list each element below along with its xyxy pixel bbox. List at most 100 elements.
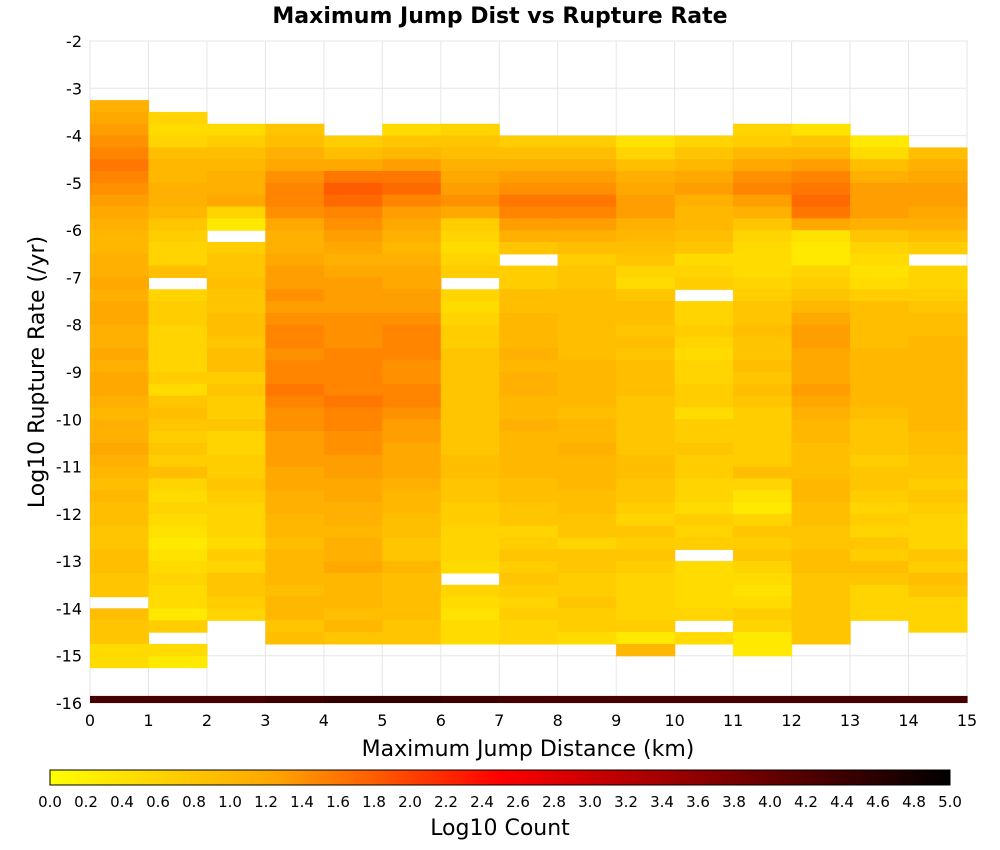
heatmap-cell: [206, 695, 266, 703]
heatmap-cell: [733, 584, 793, 598]
heatmap-cell: [499, 407, 559, 420]
heatmap-cell: [148, 324, 208, 338]
heatmap-cell: [265, 490, 325, 503]
heatmap-cell: [674, 608, 734, 621]
heatmap-cell: [791, 360, 851, 373]
heatmap-cell: [440, 123, 500, 137]
x-axis-ticks: 0 1 2 3 4 5 6 7 8 9 10 11 12 13 14 15: [85, 711, 977, 730]
heatmap-cell: [323, 442, 383, 456]
heatmap-cell: [265, 572, 325, 586]
x-tick-label: 11: [723, 711, 743, 730]
heatmap-cell: [90, 442, 150, 456]
heatmap-cell: [908, 230, 968, 243]
heatmap-cell: [382, 478, 442, 491]
x-tick-label: 0: [85, 711, 95, 730]
heatmap-cell: [850, 182, 910, 196]
heatmap-cell: [440, 194, 500, 208]
heatmap-cell: [265, 312, 325, 326]
heatmap-cell: [382, 549, 442, 562]
heatmap-cell: [616, 419, 676, 432]
heatmap-cell: [90, 253, 150, 267]
heatmap-cell: [908, 277, 968, 290]
heatmap-cell: [557, 360, 617, 373]
heatmap-cell: [499, 608, 559, 621]
heatmap-cell: [382, 695, 442, 703]
heatmap-cell: [499, 230, 559, 243]
colorbar-tick-label: 0.2: [74, 793, 98, 811]
heatmap-cell: [557, 525, 617, 539]
colorbar-tick-label: 0.8: [182, 793, 206, 811]
heatmap-cell: [499, 490, 559, 503]
heatmap-cell: [382, 608, 442, 621]
heatmap-cell: [323, 502, 383, 515]
heatmap-cell: [323, 525, 383, 539]
heatmap-cell: [265, 301, 325, 314]
heatmap-cell: [557, 230, 617, 243]
heatmap-cell: [206, 537, 266, 550]
heatmap-cell: [557, 502, 617, 515]
heatmap-cell: [265, 620, 325, 633]
heatmap-cell: [850, 372, 910, 385]
heatmap-cell: [440, 561, 500, 574]
heatmap-cell: [674, 277, 734, 290]
heatmap-cell: [206, 561, 266, 574]
heatmap-cell: [557, 206, 617, 219]
y-tick-label: -2: [66, 32, 82, 51]
heatmap-cell: [265, 537, 325, 550]
heatmap-cell: [206, 123, 266, 137]
heatmap-cell: [908, 336, 968, 349]
heatmap-cell: [323, 312, 383, 326]
heatmap-cell: [791, 135, 851, 148]
heatmap-cell: [674, 537, 734, 550]
heatmap-cell: [440, 695, 500, 703]
heatmap-cell: [148, 395, 208, 409]
heatmap-cell: [90, 206, 150, 219]
heatmap-cell: [323, 513, 383, 527]
heatmap-cell: [265, 194, 325, 208]
y-tick-label: -10: [56, 410, 82, 429]
colorbar-tick-label: 0.0: [38, 793, 62, 811]
heatmap-cell: [148, 549, 208, 562]
heatmap-cell: [850, 135, 910, 148]
heatmap-cell: [206, 336, 266, 349]
heatmap-cell: [499, 159, 559, 172]
heatmap-cell: [206, 360, 266, 373]
heatmap-cell: [206, 419, 266, 432]
x-tick-label: 5: [377, 711, 387, 730]
heatmap-cell: [791, 194, 851, 208]
heatmap-cell: [557, 301, 617, 314]
heatmap-cell: [90, 241, 150, 255]
heatmap-cell: [206, 372, 266, 385]
heatmap-cell: [265, 348, 325, 361]
heatmap-cell: [791, 348, 851, 361]
heatmap-cell: [206, 608, 266, 621]
heatmap-cell: [440, 513, 500, 527]
heatmap-cell: [382, 383, 442, 397]
heatmap-cell: [265, 159, 325, 172]
heatmap-cell: [908, 608, 968, 621]
heatmap-cell: [382, 336, 442, 349]
heatmap-cell: [908, 407, 968, 420]
heatmap-cell: [791, 513, 851, 527]
x-tick-label: 10: [664, 711, 684, 730]
heatmap-cell: [323, 372, 383, 385]
heatmap-cell: [440, 360, 500, 373]
heatmap-cell: [382, 561, 442, 574]
heatmap-cell: [499, 301, 559, 314]
heatmap-cell: [616, 301, 676, 314]
heatmap-cell: [440, 230, 500, 243]
colorbar-tick-label: 1.8: [362, 793, 386, 811]
heatmap-cell: [148, 478, 208, 491]
heatmap-cell: [908, 513, 968, 527]
heatmap-cell: [908, 324, 968, 338]
heatmap-cell: [148, 383, 208, 397]
heatmap-cell: [733, 324, 793, 338]
heatmap-cell: [557, 372, 617, 385]
heatmap-cell: [323, 171, 383, 184]
heatmap-cell: [674, 442, 734, 456]
heatmap-cell: [557, 241, 617, 255]
heatmap-cell: [499, 695, 559, 703]
heatmap-cell: [791, 265, 851, 279]
heatmap-cell: [206, 265, 266, 279]
